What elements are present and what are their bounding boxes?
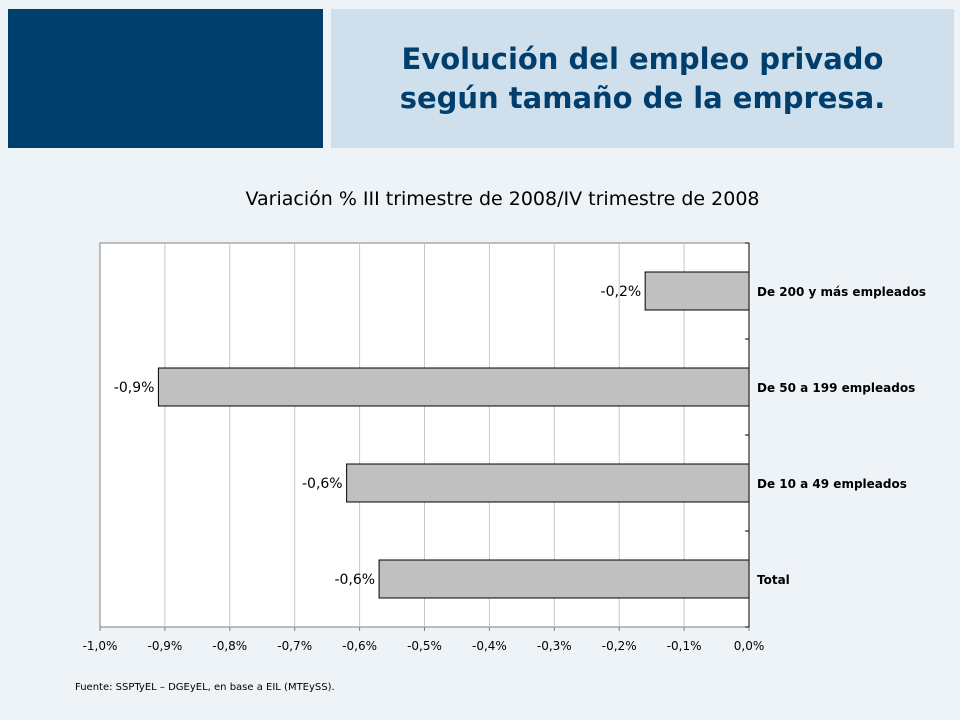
x-tick-label: -0,6% bbox=[342, 639, 377, 653]
x-tick-label: -0,2% bbox=[602, 639, 637, 653]
page-title-line-2: según tamaño de la empresa. bbox=[399, 80, 886, 115]
x-tick-label: -0,1% bbox=[667, 639, 702, 653]
category-label: De 200 y más empleados bbox=[757, 285, 926, 299]
bar bbox=[346, 463, 750, 503]
data-label: -0,6% bbox=[302, 476, 343, 492]
bar bbox=[378, 559, 750, 599]
x-tick-label: 0,0% bbox=[734, 639, 765, 653]
x-tick-label: -0,4% bbox=[472, 639, 507, 653]
x-tick-label: -0,9% bbox=[147, 639, 182, 653]
page-title-line-1: Evolución del empleo privado bbox=[401, 41, 884, 76]
category-label: Total bbox=[757, 573, 790, 587]
x-tick-label: -0,7% bbox=[277, 639, 312, 653]
x-tick-label: -0,5% bbox=[407, 639, 442, 653]
bar bbox=[157, 367, 750, 407]
x-tick-label: -1,0% bbox=[83, 639, 118, 653]
header-accent-block bbox=[8, 9, 323, 148]
header-title-box: Evolución del empleo privado según tamañ… bbox=[331, 9, 954, 148]
page-title: Evolución del empleo privado según tamañ… bbox=[400, 40, 886, 118]
x-tick-label: -0,3% bbox=[537, 639, 572, 653]
source-note: Fuente: SSPTyEL – DGEyEL, en base a EIL … bbox=[75, 682, 335, 693]
x-tick-label: -0,8% bbox=[212, 639, 247, 653]
chart-title: Variación % III trimestre de 2008/IV tri… bbox=[245, 188, 760, 210]
data-label: -0,9% bbox=[114, 380, 155, 396]
category-label: De 50 a 199 empleados bbox=[757, 381, 915, 395]
data-label: -0,6% bbox=[334, 572, 375, 588]
data-label: -0,2% bbox=[601, 284, 642, 300]
category-label: De 10 a 49 empleados bbox=[757, 477, 907, 491]
bar bbox=[644, 271, 750, 311]
